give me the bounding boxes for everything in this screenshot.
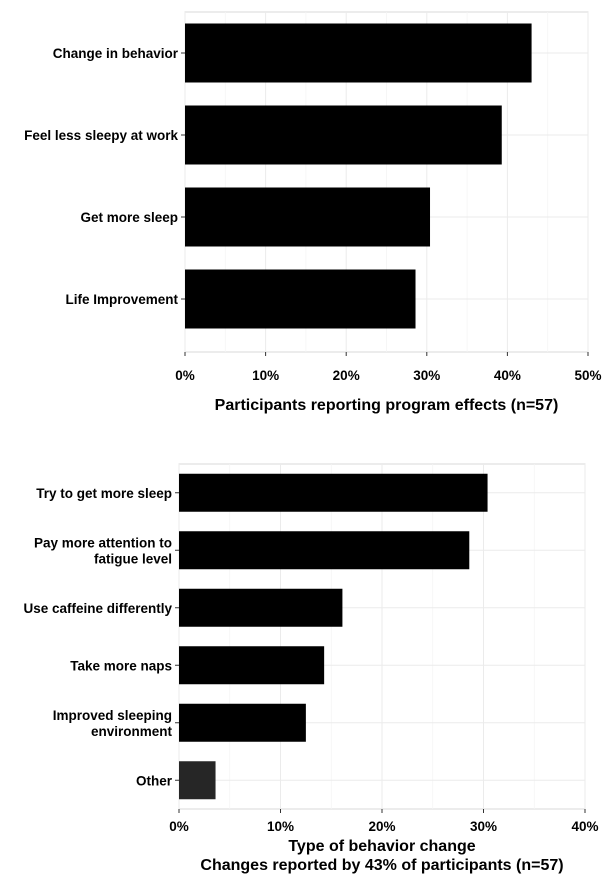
category-label: Take more naps — [70, 658, 172, 673]
category-label: Feel less sleepy at work — [24, 128, 178, 143]
bar — [185, 23, 532, 83]
x-tick-label: 40% — [494, 368, 521, 383]
category-label-line: Feel less sleepy at work — [24, 128, 178, 143]
category-label: Try to get more sleep — [36, 486, 172, 501]
category-label-line: Other — [136, 773, 173, 788]
x-tick-label: 10% — [267, 819, 294, 834]
bar — [179, 703, 306, 742]
category-label-line: Get more sleep — [80, 210, 178, 225]
chart-panel-1: Change in behavior Feel less sleepy at wo… — [24, 11, 602, 414]
bar — [179, 646, 325, 685]
x-tick-label: 50% — [574, 368, 601, 383]
bar — [185, 269, 416, 329]
bar — [185, 105, 502, 165]
category-label-line: Improved sleeping — [53, 708, 172, 723]
category-label: Change in behavior — [53, 46, 179, 61]
category-label-line: Use caffeine differently — [23, 601, 172, 616]
x-tick-label: 40% — [571, 819, 598, 834]
x-tick-label: 0% — [175, 368, 195, 383]
category-label-line: Change in behavior — [53, 46, 179, 61]
x-axis-subtitle: Changes reported by 43% of participants … — [200, 857, 563, 874]
category-label: Pay more attention to fatigue level — [34, 535, 172, 566]
x-tick-label: 0% — [169, 819, 189, 834]
category-label-line: fatigue level — [94, 551, 172, 566]
category-label: Life Improvement — [65, 292, 178, 307]
category-label-line: Try to get more sleep — [36, 486, 172, 501]
x-tick-label: 30% — [413, 368, 440, 383]
x-tick-label: 10% — [252, 368, 279, 383]
category-label: Get more sleep — [80, 210, 178, 225]
bar — [179, 588, 343, 627]
bar — [185, 187, 431, 247]
category-label-line: Life Improvement — [65, 292, 178, 307]
bar — [179, 473, 488, 512]
x-axis-title: Type of behavior change — [288, 838, 475, 855]
category-label: Improved sleeping environment — [53, 708, 173, 739]
x-tick-label: 30% — [470, 819, 497, 834]
x-axis-title: Participants reporting program effects (… — [215, 397, 559, 414]
x-tick-label: 20% — [333, 368, 360, 383]
category-label-line: Take more naps — [70, 658, 172, 673]
category-label-line: Pay more attention to — [34, 535, 172, 550]
x-tick-label: 20% — [368, 819, 395, 834]
category-label-line: environment — [91, 724, 173, 739]
category-label: Use caffeine differently — [23, 601, 172, 616]
bar — [179, 761, 216, 800]
bar — [179, 531, 470, 570]
chart-panel-2: Try to get more sleep Pay more attention … — [23, 463, 599, 874]
category-label: Other — [136, 773, 173, 788]
